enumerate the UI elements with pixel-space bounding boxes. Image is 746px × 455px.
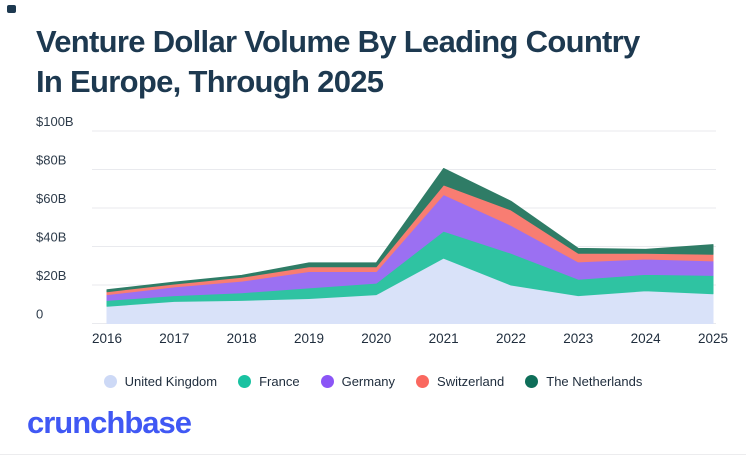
legend-swatch [416,374,430,388]
legend-swatch [103,374,117,388]
area-the-netherlands [106,168,714,293]
x-tick-label: 2016 [92,331,122,346]
crunchbase-logo: crunchbase [27,405,192,440]
x-tick-label: 2024 [631,331,662,346]
x-tick-label: 2025 [698,331,728,346]
x-tick-label: 2020 [361,331,391,346]
top-left-artifact [7,5,16,13]
legend-item-germany: Germany [320,373,396,389]
y-tick-label: $100B [36,114,74,129]
legend-swatch [238,374,252,388]
x-tick-label: 2018 [227,331,257,346]
legend-label: United Kingdom [124,373,218,389]
legend-item-the-netherlands: The Netherlands [525,374,642,389]
x-tick-label: 2017 [159,331,189,346]
x-axis-labels: 2016 2017 2018 2019 2020 2021 2022 2023 2024 2025 [92,331,728,346]
y-tick-label: $80B [36,153,66,168]
x-tick-label: 2022 [496,331,526,346]
y-tick-label: 0 [36,307,43,322]
legend-label: France [259,373,300,389]
legend-swatch [320,374,334,388]
chart-title: Venture Dollar Volume By Leading Country… [36,22,746,103]
legend-swatch [525,374,539,388]
chart-title-line1: Venture Dollar Volume By Leading Country [36,24,640,59]
legend-item-france: France [238,373,300,389]
legend-item-united-kingdom: United Kingdom [103,373,218,389]
legend-label: Germany [341,373,396,389]
chart-title-line2: In Europe, Through 2025 [36,64,384,100]
y-tick-label: $60B [36,191,66,206]
legend-label: The Netherlands [546,373,643,389]
legend-label: Switzerland [437,373,505,389]
y-axis-labels: $100B $80B $60B $40B $20B 0 [36,114,74,322]
chart-legend: United Kingdom France Germany Switzerland Th… [0,369,746,393]
x-tick-label: 2019 [294,331,324,346]
y-tick-label: $40B [36,230,66,245]
x-tick-label: 2023 [563,331,593,346]
x-tick-label: 2021 [429,331,459,346]
area-series [106,168,714,324]
y-tick-label: $20B [36,268,66,283]
legend-item-switzerland: Switzerland [416,374,504,389]
